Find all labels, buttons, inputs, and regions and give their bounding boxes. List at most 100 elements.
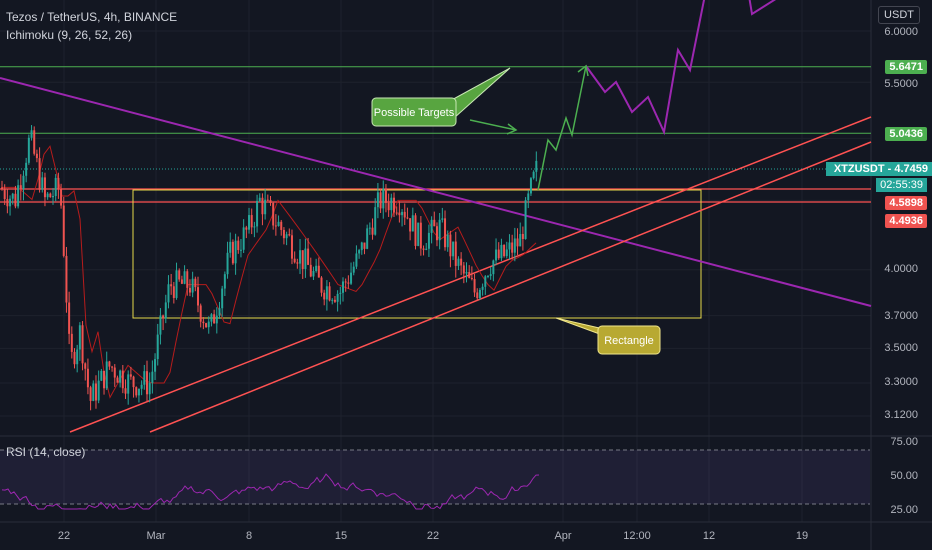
candle-body [288,234,291,236]
candle-body [374,207,377,235]
candle-body [84,363,87,369]
candle-body [344,281,347,283]
candle-body [94,383,97,401]
candle-body [226,252,229,275]
candle-body [188,287,191,293]
candle-body [137,388,140,396]
candle-body [406,217,409,219]
candle-body [403,211,406,218]
ticker-label: XTZUSDT [833,163,885,175]
horizontal-levels [0,66,871,203]
candle-body [202,321,205,324]
candle-body [290,235,293,259]
target2-tag: 5.6471 [885,60,927,74]
rectangle-callout-box [597,325,661,355]
symbol-title[interactable]: Tezos / TetherUS, 4h, BINANCE [6,10,178,24]
candle-body [352,266,355,273]
candle-body [162,315,165,319]
candle-body [194,278,197,288]
candle-body [183,271,186,284]
candle-body [341,281,344,293]
candle-body [272,202,275,226]
candle-body [333,299,336,302]
date-tick: 19 [795,530,809,542]
candle-body [336,293,339,302]
candle-body [9,198,12,207]
candle-body [35,153,38,159]
candle-body [25,162,28,176]
candle-body [398,212,401,216]
candle-body [38,158,41,190]
rsi-label[interactable]: RSI (14, close) [6,445,86,459]
candle-body [465,272,468,274]
candle-body [414,215,417,246]
candle-body [108,361,111,367]
candle-body [148,383,151,395]
price-tick: 3.5000 [884,342,918,354]
candle-body [503,244,506,257]
candle-body [242,227,245,250]
candle-body [446,234,449,248]
candle-body [395,212,398,214]
candle-body [516,238,519,247]
candle-body [180,279,183,284]
candle-body [387,202,390,211]
candle-body [119,370,122,383]
candle-body [449,234,452,257]
candle-body [261,197,264,215]
candle-body [427,232,430,249]
candle-body [390,197,393,211]
candle-body [301,250,304,269]
resistance2-tag: 4.4936 [885,214,927,228]
candle-body [363,242,366,249]
candle-body [379,192,382,209]
candle-body [320,277,323,293]
ichimoku-label[interactable]: Ichimoku (9, 26, 52, 26) [6,28,133,42]
candle-body [470,277,473,280]
candle-body [248,215,251,230]
candle-body [205,323,208,328]
green-projection-arrowhead [577,64,589,77]
rectangle-callout-text: Rectangle [604,335,654,347]
candle-body [258,197,261,201]
candle-body [473,279,476,293]
currency-badge[interactable]: USDT [878,6,920,24]
candle-body [245,227,248,230]
price-tick: 3.7000 [884,310,918,322]
candle-body [435,226,438,241]
candle-body [304,248,307,269]
candle-body [282,229,285,239]
candle-body [97,380,100,401]
date-tick: 22 [426,530,440,542]
rsi-tick: 25.00 [890,504,918,516]
candle-body [70,333,73,352]
candle-body [384,188,387,203]
candle-body [269,200,272,203]
candle-body [135,387,138,396]
candle-body [481,286,484,290]
price-tick: 6.0000 [884,26,918,38]
candle-body [215,315,218,324]
rsi-band [0,450,870,504]
candle-body [237,240,240,251]
candle-body [419,222,422,249]
targets-callout-text: Possible Targets [374,107,455,119]
candle-body [175,270,178,298]
price-tick: 3.3000 [884,376,918,388]
candle-body [92,383,95,401]
candle-body [366,228,369,249]
date-tick: 12:00 [623,530,651,542]
rectangle-pattern [132,189,702,319]
last-price-separator: - [887,163,892,175]
candle-body [213,314,216,324]
candle-body [129,374,132,377]
candle-body [457,258,460,266]
candle-body [57,177,60,189]
candle-body [486,275,489,277]
price-tick: 3.1200 [884,409,918,421]
candle-body [76,349,79,365]
candle-body [239,249,242,251]
candle-body [11,193,14,199]
candle-body [103,370,106,389]
